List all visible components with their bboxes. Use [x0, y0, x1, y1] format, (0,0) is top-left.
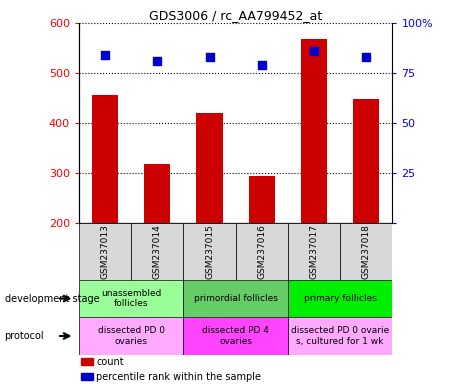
Bar: [301, 39, 327, 223]
Text: dissected PD 0 ovarie
s, cultured for 1 wk: dissected PD 0 ovarie s, cultured for 1 …: [291, 326, 389, 346]
Bar: [82, 358, 93, 365]
Text: GSM237018: GSM237018: [362, 224, 371, 279]
Bar: [79, 223, 131, 280]
Bar: [184, 280, 288, 317]
Text: primary follicles: primary follicles: [304, 294, 377, 303]
Text: unassembled
follicles: unassembled follicles: [101, 289, 161, 308]
Text: GSM237015: GSM237015: [205, 224, 214, 279]
Bar: [340, 223, 392, 280]
Bar: [249, 176, 275, 223]
Text: protocol: protocol: [5, 331, 44, 341]
Text: count: count: [97, 356, 124, 367]
Title: GDS3006 / rc_AA799452_at: GDS3006 / rc_AA799452_at: [149, 9, 322, 22]
Bar: [288, 280, 392, 317]
Text: dissected PD 0
ovaries: dissected PD 0 ovaries: [98, 326, 165, 346]
Text: percentile rank within the sample: percentile rank within the sample: [97, 371, 262, 382]
Point: [363, 54, 370, 60]
Bar: [82, 373, 93, 380]
Bar: [288, 223, 340, 280]
Text: GSM237013: GSM237013: [101, 224, 110, 279]
Bar: [79, 317, 184, 355]
Point: [154, 58, 161, 64]
Text: GSM237016: GSM237016: [257, 224, 266, 279]
Bar: [184, 317, 288, 355]
Bar: [184, 223, 236, 280]
Text: GSM237014: GSM237014: [153, 224, 162, 279]
Bar: [144, 164, 170, 223]
Bar: [92, 95, 118, 223]
Bar: [79, 280, 184, 317]
Text: development stage: development stage: [5, 293, 99, 304]
Point: [206, 54, 213, 60]
Bar: [236, 223, 288, 280]
Point: [101, 52, 109, 58]
Point: [258, 62, 265, 68]
Bar: [197, 113, 223, 223]
Text: GSM237017: GSM237017: [309, 224, 318, 279]
Point: [310, 48, 318, 54]
Text: dissected PD 4
ovaries: dissected PD 4 ovaries: [202, 326, 269, 346]
Text: primordial follicles: primordial follicles: [194, 294, 277, 303]
Bar: [353, 99, 379, 223]
Bar: [288, 317, 392, 355]
Bar: [131, 223, 184, 280]
